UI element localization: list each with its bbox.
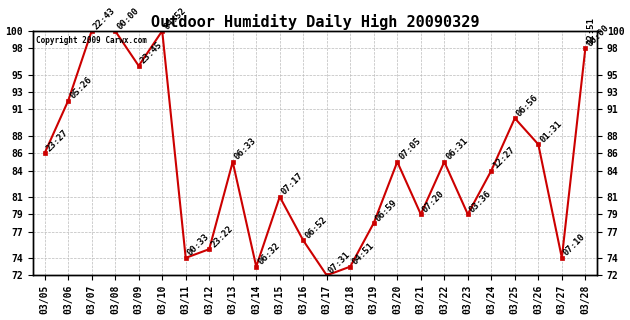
Text: 06:52: 06:52 (303, 215, 329, 240)
Text: Copyright 2009 Carwx.com: Copyright 2009 Carwx.com (36, 36, 147, 45)
Text: 03:36: 03:36 (468, 189, 493, 214)
Text: 06:56: 06:56 (515, 93, 540, 118)
Text: 04:52: 04:52 (162, 5, 188, 31)
Text: 05:26: 05:26 (68, 76, 93, 101)
Text: 06:33: 06:33 (232, 137, 258, 162)
Text: 07:17: 07:17 (280, 172, 305, 197)
Text: 00:00: 00:00 (585, 23, 610, 48)
Text: 01:31: 01:31 (538, 119, 564, 144)
Text: 00:00: 00:00 (115, 5, 140, 31)
Text: 23:22: 23:22 (209, 224, 234, 249)
Text: 23:27: 23:27 (45, 128, 70, 153)
Text: 07:31: 07:31 (327, 250, 352, 275)
Text: 06:32: 06:32 (256, 241, 282, 267)
Text: 23:45: 23:45 (139, 40, 164, 66)
Title: Outdoor Humidity Daily High 20090329: Outdoor Humidity Daily High 20090329 (151, 14, 479, 30)
Text: 07:10: 07:10 (562, 233, 587, 258)
Text: 07:20: 07:20 (421, 189, 446, 214)
Text: 22:43: 22:43 (92, 5, 117, 31)
Text: 12:27: 12:27 (491, 145, 517, 171)
Text: 06:59: 06:59 (374, 198, 399, 223)
Text: 04:51: 04:51 (350, 241, 375, 267)
Text: 00:33: 00:33 (186, 233, 211, 258)
Text: 06:31: 06:31 (444, 137, 469, 162)
Text: 22:51: 22:51 (587, 17, 595, 44)
Text: 07:05: 07:05 (398, 137, 423, 162)
